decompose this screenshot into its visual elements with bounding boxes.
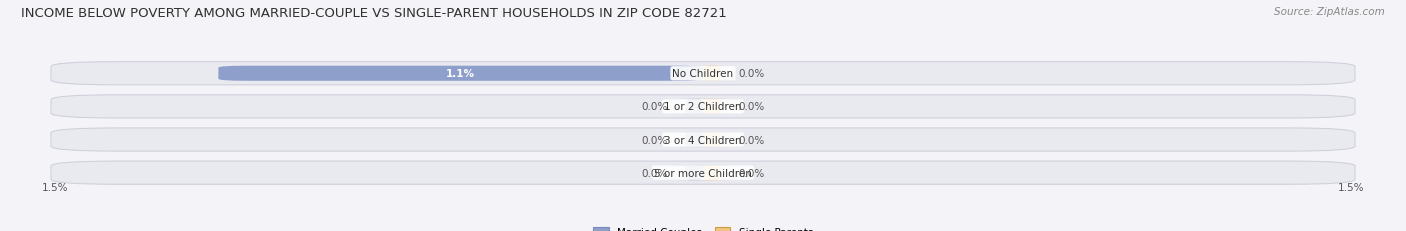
Text: INCOME BELOW POVERTY AMONG MARRIED-COUPLE VS SINGLE-PARENT HOUSEHOLDS IN ZIP COD: INCOME BELOW POVERTY AMONG MARRIED-COUPL… (21, 7, 727, 20)
FancyBboxPatch shape (51, 95, 1355, 119)
Text: 1 or 2 Children: 1 or 2 Children (664, 102, 742, 112)
FancyBboxPatch shape (51, 62, 1355, 85)
FancyBboxPatch shape (218, 67, 703, 82)
Text: 0.0%: 0.0% (738, 135, 765, 145)
FancyBboxPatch shape (676, 165, 711, 180)
Text: 0.0%: 0.0% (641, 135, 668, 145)
Text: 0.0%: 0.0% (738, 69, 765, 79)
Text: 0.0%: 0.0% (641, 168, 668, 178)
FancyBboxPatch shape (695, 67, 730, 82)
FancyBboxPatch shape (51, 128, 1355, 152)
FancyBboxPatch shape (695, 132, 730, 147)
FancyBboxPatch shape (695, 165, 730, 180)
FancyBboxPatch shape (676, 99, 711, 114)
FancyBboxPatch shape (695, 99, 730, 114)
Text: 0.0%: 0.0% (738, 168, 765, 178)
FancyBboxPatch shape (51, 161, 1355, 185)
Text: 0.0%: 0.0% (738, 102, 765, 112)
Text: Source: ZipAtlas.com: Source: ZipAtlas.com (1274, 7, 1385, 17)
Text: 1.5%: 1.5% (1337, 182, 1364, 192)
Text: 0.0%: 0.0% (641, 102, 668, 112)
Text: 5 or more Children: 5 or more Children (654, 168, 752, 178)
Text: 3 or 4 Children: 3 or 4 Children (664, 135, 742, 145)
Text: 1.1%: 1.1% (446, 69, 475, 79)
FancyBboxPatch shape (676, 132, 711, 147)
Text: No Children: No Children (672, 69, 734, 79)
Text: 1.5%: 1.5% (42, 182, 69, 192)
Legend: Married Couples, Single Parents: Married Couples, Single Parents (593, 227, 813, 231)
